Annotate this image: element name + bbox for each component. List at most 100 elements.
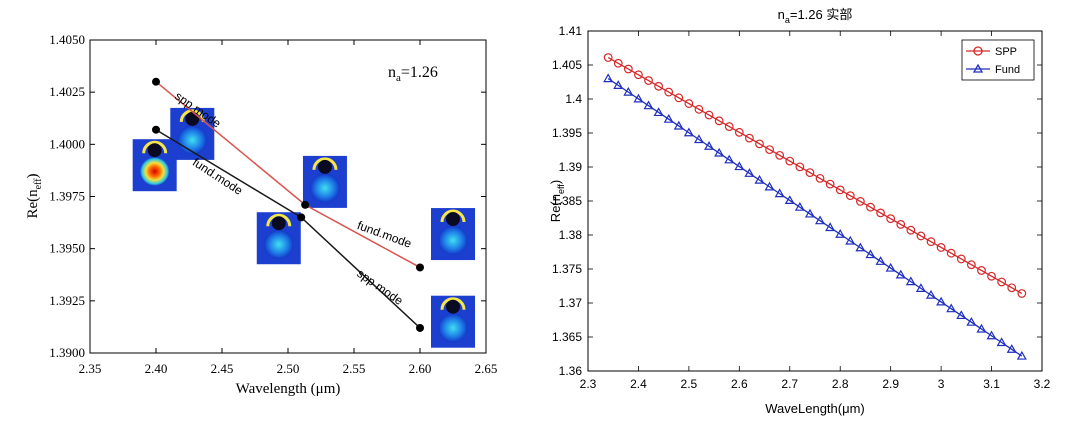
x-axis-label-left: Wavelength (μm) — [236, 381, 341, 397]
marker-Fund — [855, 242, 866, 252]
marker-SPP — [987, 271, 996, 281]
marker-SPP — [745, 133, 754, 143]
marker-Fund — [1006, 344, 1017, 353]
series-markers — [603, 53, 1027, 360]
x-tick-label: 2.5 — [681, 377, 698, 391]
y-tick-label: 1.365 — [552, 330, 582, 344]
mode-inset — [256, 212, 301, 265]
legend-box — [961, 39, 1035, 81]
y-tick-label: 1.39 — [559, 160, 583, 174]
marker-Fund — [724, 154, 735, 164]
legend-label-spp: SPP — [995, 46, 1017, 58]
marker-SPP — [654, 81, 664, 91]
mode-inset — [431, 295, 475, 348]
tick-marks-right: 2.3 2.4 2.5 2.6 2.7 2.8 2.9 3 3.1 3.2 1.36 1.365 1.3… — [552, 24, 1051, 391]
y-label-base: Re(n — [25, 189, 41, 219]
data-point — [152, 77, 160, 86]
series-line-SPP — [607, 56, 1023, 295]
marker-Fund — [734, 161, 745, 171]
marker-Fund — [835, 229, 846, 238]
x-tick-label: 2.9 — [882, 377, 899, 391]
marker-SPP — [815, 173, 825, 183]
x-tick-label: 2.45 — [211, 361, 234, 376]
marker-SPP — [805, 168, 815, 178]
annotation-rest: =1.26 — [401, 64, 438, 81]
marker-Fund — [673, 120, 684, 130]
marker-Fund — [996, 337, 1007, 347]
marker-Fund — [794, 201, 805, 211]
y-tick-label: 1.3900 — [49, 345, 85, 360]
y-tick-label: 1.395 — [552, 126, 582, 140]
marker-SPP — [997, 277, 1007, 287]
plot-frame-right — [587, 30, 1043, 372]
marker-SPP — [684, 99, 694, 108]
x-tick-label: 2.60 — [409, 361, 432, 376]
marker-SPP — [694, 104, 704, 114]
y-tick-label: 1.36 — [559, 364, 583, 378]
y-label-end-right: ) — [548, 180, 563, 184]
marker-SPP — [734, 127, 744, 137]
marker-Fund — [976, 323, 987, 333]
marker-SPP — [644, 76, 653, 85]
marker-SPP — [634, 70, 643, 80]
x-tick-label: 3 — [938, 377, 945, 391]
title-base: n — [778, 7, 785, 22]
y-tick-label: 1.4025 — [49, 84, 85, 99]
marker-Fund — [936, 296, 947, 306]
y-label-end: ) — [25, 173, 41, 178]
y-tick-label: 1.38 — [559, 228, 583, 242]
y-axis-label-left: Re(neff) — [25, 173, 44, 218]
marker-SPP — [866, 202, 875, 212]
marker-SPP — [966, 260, 976, 270]
y-tick-label: 1.4000 — [49, 136, 85, 151]
marker-SPP — [876, 208, 885, 218]
title-sub: a — [785, 15, 790, 25]
marker-Fund — [774, 188, 785, 198]
tick-marks: 2.35 2.40 2.45 2.50 2.55 2.60 2.65 1.3900 1.3925… — [49, 32, 497, 376]
marker-Fund — [865, 249, 876, 259]
x-tick-label: 2.8 — [832, 377, 849, 391]
marker-SPP — [825, 179, 835, 189]
marker-SPP — [603, 53, 613, 62]
marker-SPP — [856, 196, 865, 206]
marker-SPP — [896, 220, 906, 229]
marker-Fund — [915, 283, 926, 292]
marker-Fund — [643, 100, 654, 110]
y-axis-label-right: Re(neff) — [548, 180, 566, 222]
y-tick-label: 1.3950 — [49, 241, 85, 256]
y-label-sub-right: eff — [556, 184, 566, 194]
x-tick-label: 3.2 — [1034, 377, 1051, 391]
marker-Fund — [1016, 350, 1027, 360]
series-lines — [152, 77, 424, 332]
marker-Fund — [946, 303, 957, 313]
marker-Fund — [633, 93, 644, 103]
marker-Fund — [603, 73, 614, 83]
marker-Fund — [653, 107, 664, 117]
marker-SPP — [946, 248, 956, 258]
legend-label-fund: Fund — [995, 64, 1020, 76]
x-tick-label: 2.35 — [79, 361, 102, 376]
marker-Fund — [784, 195, 795, 205]
marker-Fund — [986, 330, 997, 340]
x-axis-label-right: WaveLength(μm) — [765, 401, 865, 416]
marker-SPP — [623, 64, 633, 74]
legend-marker-fund — [972, 63, 984, 73]
marker-Fund — [815, 215, 826, 225]
marker-SPP — [886, 214, 896, 224]
marker-SPP — [765, 145, 774, 155]
marker-SPP — [785, 156, 795, 166]
y-tick-label: 1.375 — [552, 262, 582, 276]
legend-marker-spp — [973, 46, 983, 56]
marker-SPP — [926, 237, 936, 247]
marker-SPP — [664, 87, 674, 97]
data-point — [416, 263, 424, 272]
y-tick-label: 1.4 — [565, 92, 582, 106]
marker-Fund — [845, 235, 856, 245]
marker-SPP — [724, 122, 734, 131]
data-point — [297, 213, 306, 222]
x-tick-label: 2.3 — [580, 377, 597, 391]
marker-SPP — [714, 116, 724, 126]
mode-field-insets — [132, 107, 475, 348]
marker-Fund — [754, 174, 765, 184]
annotation-base: n — [388, 64, 396, 81]
